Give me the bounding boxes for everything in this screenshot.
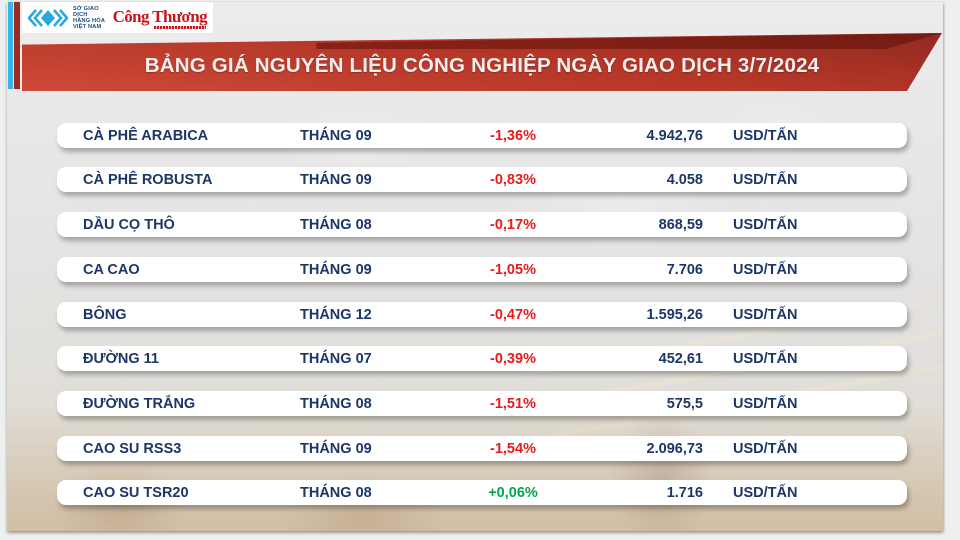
commodity-name: ĐƯỜNG TRẮNG bbox=[83, 395, 196, 412]
commodity-name: CÀ PHÊ ARABICA bbox=[83, 127, 209, 144]
price-unit: USD/TẤN bbox=[733, 216, 798, 233]
table-row: CAO SU RSS3 THÁNG 09 -1,54% 2.096,73 USD… bbox=[57, 436, 907, 461]
price-value: 7.706 bbox=[666, 261, 703, 278]
cong-thuong-logo: Công Thương bbox=[112, 7, 208, 29]
title-banner: BẢNG GIÁ NGUYÊN LIỆU CÔNG NGHIỆP NGÀY GI… bbox=[22, 33, 942, 91]
contract-month: THÁNG 09 bbox=[300, 440, 372, 457]
change-percent: -0,39% bbox=[490, 350, 536, 367]
contract-month: THÁNG 09 bbox=[300, 171, 372, 188]
price-unit: USD/TẤN bbox=[733, 350, 798, 367]
contract-month: THÁNG 08 bbox=[300, 484, 372, 501]
contract-month: THÁNG 08 bbox=[300, 216, 372, 233]
price-board-slide: SỞ GIAO DỊCH HÀNG HÓA VIỆT NAM Công Thươ… bbox=[7, 2, 943, 531]
page-title: BẢNG GIÁ NGUYÊN LIỆU CÔNG NGHIỆP NGÀY GI… bbox=[144, 54, 820, 77]
mxv-text-line3: VIỆT NAM bbox=[73, 23, 102, 30]
change-percent: -1,54% bbox=[490, 440, 536, 457]
table-row: BÔNG THÁNG 12 -0,47% 1.595,26 USD/TẤN bbox=[57, 302, 907, 327]
mxv-text-line2: HÀNG HÓA bbox=[73, 17, 106, 24]
table-row: CÀ PHÊ ROBUSTA THÁNG 09 -0,83% 4.058 USD… bbox=[57, 167, 907, 192]
price-value: 452,61 bbox=[658, 350, 703, 367]
table-row: ĐƯỜNG 11 THÁNG 07 -0,39% 452,61 USD/TẤN bbox=[57, 346, 907, 371]
price-value: 868,59 bbox=[658, 216, 703, 233]
price-unit: USD/TẤN bbox=[733, 306, 798, 323]
price-value: 1.716 bbox=[666, 484, 703, 501]
commodity-name: ĐƯỜNG 11 bbox=[83, 350, 159, 367]
table-row: CAO SU TSR20 THÁNG 08 +0,06% 1.716 USD/T… bbox=[57, 480, 907, 505]
commodity-name: CÀ PHÊ ROBUSTA bbox=[83, 171, 213, 188]
price-value: 1.595,26 bbox=[646, 306, 703, 323]
price-unit: USD/TẤN bbox=[733, 127, 798, 144]
commodity-name: BÔNG bbox=[83, 306, 127, 323]
mxv-logo-icon bbox=[28, 8, 68, 27]
cong-thuong-tagline-bar bbox=[154, 26, 206, 29]
left-accent-bar-cyan bbox=[8, 2, 13, 89]
logo-strip: SỞ GIAO DỊCH HÀNG HÓA VIỆT NAM Công Thươ… bbox=[22, 2, 213, 33]
price-unit: USD/TẤN bbox=[733, 395, 798, 412]
contract-month: THÁNG 07 bbox=[300, 350, 372, 367]
change-percent: -0,47% bbox=[490, 306, 536, 323]
table-row: ĐƯỜNG TRẮNG THÁNG 08 -1,51% 575,5 USD/TẤ… bbox=[57, 391, 907, 416]
table-row: CA CAO THÁNG 09 -1,05% 7.706 USD/TẤN bbox=[57, 257, 907, 282]
change-percent: +0,06% bbox=[488, 484, 538, 501]
background-map-watermark bbox=[127, 62, 887, 322]
contract-month: THÁNG 09 bbox=[300, 261, 372, 278]
price-unit: USD/TẤN bbox=[733, 484, 798, 501]
table-row: DẦU CỌ THÔ THÁNG 08 -0,17% 868,59 USD/TẤ… bbox=[57, 212, 907, 237]
change-percent: -1,05% bbox=[490, 261, 536, 278]
left-accent-bar-red bbox=[14, 2, 20, 89]
cong-thuong-logo-text: Công Thương bbox=[112, 7, 208, 26]
price-value: 4.942,76 bbox=[646, 127, 703, 144]
price-value: 4.058 bbox=[666, 171, 703, 188]
table-row: CÀ PHÊ ARABICA THÁNG 09 -1,36% 4.942,76 … bbox=[57, 123, 907, 148]
change-percent: -0,17% bbox=[490, 216, 536, 233]
commodity-name: CAO SU TSR20 bbox=[83, 484, 189, 501]
price-unit: USD/TẤN bbox=[733, 171, 798, 188]
price-unit: USD/TẤN bbox=[733, 261, 798, 278]
price-value: 2.096,73 bbox=[646, 440, 703, 457]
price-value: 575,5 bbox=[666, 395, 703, 412]
price-unit: USD/TẤN bbox=[733, 440, 798, 457]
change-percent: -0,83% bbox=[490, 171, 536, 188]
background-photo-strip bbox=[7, 401, 943, 531]
mxv-logo-text: SỞ GIAO DỊCH HÀNG HÓA VIỆT NAM bbox=[73, 6, 108, 30]
commodity-name: CA CAO bbox=[83, 261, 140, 278]
commodity-name: CAO SU RSS3 bbox=[83, 440, 182, 457]
contract-month: THÁNG 12 bbox=[300, 306, 372, 323]
banner-fold-wedge bbox=[316, 33, 942, 49]
change-percent: -1,51% bbox=[490, 395, 536, 412]
commodity-name: DẦU CỌ THÔ bbox=[83, 216, 175, 233]
change-percent: -1,36% bbox=[490, 127, 536, 144]
contract-month: THÁNG 09 bbox=[300, 127, 372, 144]
mxv-text-line1: SỞ GIAO DỊCH bbox=[73, 5, 99, 18]
contract-month: THÁNG 08 bbox=[300, 395, 372, 412]
